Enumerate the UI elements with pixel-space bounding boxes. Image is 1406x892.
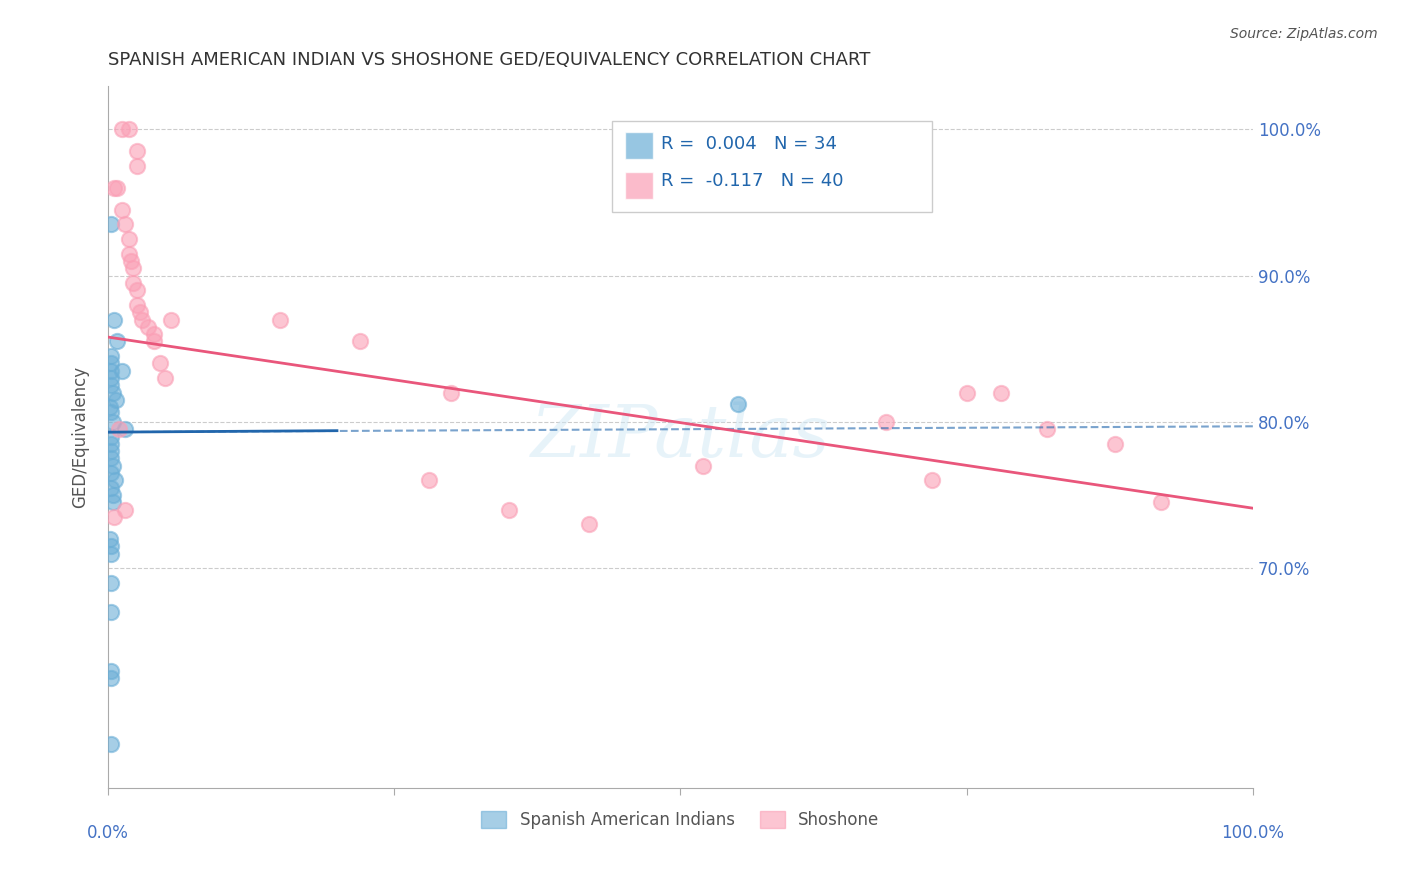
Point	[100, 547, 122, 561]
Point	[727, 397, 749, 411]
Text: R =  0.004   N = 34: R = 0.004 N = 34	[661, 135, 837, 153]
Point	[131, 312, 153, 326]
Point	[103, 510, 125, 524]
FancyBboxPatch shape	[612, 120, 932, 212]
Point	[100, 539, 122, 553]
Point	[1150, 495, 1173, 509]
Point	[440, 385, 463, 400]
Point	[125, 145, 148, 159]
Point	[111, 202, 134, 217]
Text: ZIPatlas: ZIPatlas	[530, 401, 830, 472]
Point	[101, 458, 124, 473]
Point	[117, 232, 139, 246]
Point	[100, 218, 122, 232]
Y-axis label: GED/Equivalency: GED/Equivalency	[72, 366, 89, 508]
Point	[100, 356, 122, 370]
Point	[136, 319, 159, 334]
Point	[105, 181, 128, 195]
Point	[114, 502, 136, 516]
Point	[98, 532, 121, 546]
Point	[100, 371, 122, 385]
Point	[114, 218, 136, 232]
Point	[101, 495, 124, 509]
Point	[125, 159, 148, 173]
Point	[100, 737, 122, 751]
Point	[155, 371, 177, 385]
Point	[117, 122, 139, 136]
Text: SPANISH AMERICAN INDIAN VS SHOSHONE GED/EQUIVALENCY CORRELATION CHART: SPANISH AMERICAN INDIAN VS SHOSHONE GED/…	[108, 51, 870, 69]
Point	[100, 664, 122, 678]
Point	[101, 385, 124, 400]
Point	[160, 312, 183, 326]
Point	[990, 385, 1012, 400]
Point	[129, 305, 152, 319]
Point	[105, 392, 128, 407]
Point	[100, 378, 122, 392]
Point	[117, 246, 139, 260]
Point	[120, 254, 142, 268]
Point	[122, 261, 145, 276]
Text: Source: ZipAtlas.com: Source: ZipAtlas.com	[1230, 27, 1378, 41]
Point	[103, 312, 125, 326]
Point	[105, 334, 128, 349]
FancyBboxPatch shape	[626, 172, 652, 199]
Point	[100, 437, 122, 451]
Point	[125, 283, 148, 297]
Point	[100, 481, 122, 495]
Point	[111, 122, 134, 136]
Point	[1104, 437, 1126, 451]
Point	[418, 474, 440, 488]
Point	[876, 415, 898, 429]
Point	[100, 575, 122, 590]
Legend: Spanish American Indians, Shoshone: Spanish American Indians, Shoshone	[475, 804, 886, 836]
Point	[921, 474, 943, 488]
Point	[498, 502, 520, 516]
Point	[269, 312, 291, 326]
Point	[122, 276, 145, 290]
Point	[142, 334, 165, 349]
Point	[100, 444, 122, 458]
Point	[101, 488, 124, 502]
Point	[103, 181, 125, 195]
Point	[111, 364, 134, 378]
Text: 100.0%: 100.0%	[1222, 824, 1284, 842]
Text: 0.0%: 0.0%	[87, 824, 129, 842]
Text: R =  -0.117   N = 40: R = -0.117 N = 40	[661, 172, 844, 190]
FancyBboxPatch shape	[626, 132, 652, 159]
Point	[100, 451, 122, 466]
Point	[100, 364, 122, 378]
Point	[108, 422, 131, 436]
Point	[349, 334, 371, 349]
Point	[100, 429, 122, 443]
Point	[100, 349, 122, 363]
Point	[100, 466, 122, 480]
Point	[142, 327, 165, 342]
Point	[578, 517, 600, 532]
Point	[1035, 422, 1057, 436]
Point	[100, 671, 122, 685]
Point	[98, 401, 121, 415]
Point	[114, 422, 136, 436]
Point	[956, 385, 979, 400]
Point	[692, 458, 714, 473]
Point	[100, 405, 122, 419]
Point	[104, 474, 127, 488]
Point	[125, 298, 148, 312]
Point	[100, 605, 122, 619]
Point	[148, 356, 170, 370]
Point	[101, 415, 124, 429]
